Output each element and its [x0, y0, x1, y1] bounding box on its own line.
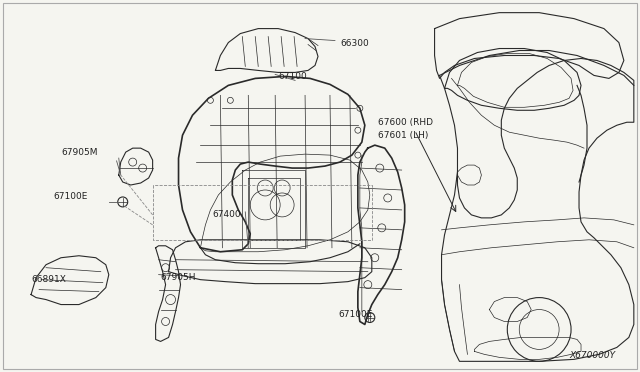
Text: 67601 (LH): 67601 (LH)	[378, 131, 428, 140]
Text: X670000Y: X670000Y	[569, 352, 615, 360]
Text: 67905M: 67905M	[61, 148, 97, 157]
Text: 67100E: 67100E	[338, 310, 372, 318]
Text: 67100: 67100	[278, 73, 307, 81]
Text: 67100E: 67100E	[53, 192, 88, 201]
Text: 66891X: 66891X	[31, 275, 66, 284]
Text: 66300: 66300	[340, 39, 369, 48]
Text: 67400: 67400	[212, 210, 241, 219]
Text: 67600 (RHD: 67600 (RHD	[378, 118, 433, 127]
Text: 67905H: 67905H	[161, 273, 196, 282]
